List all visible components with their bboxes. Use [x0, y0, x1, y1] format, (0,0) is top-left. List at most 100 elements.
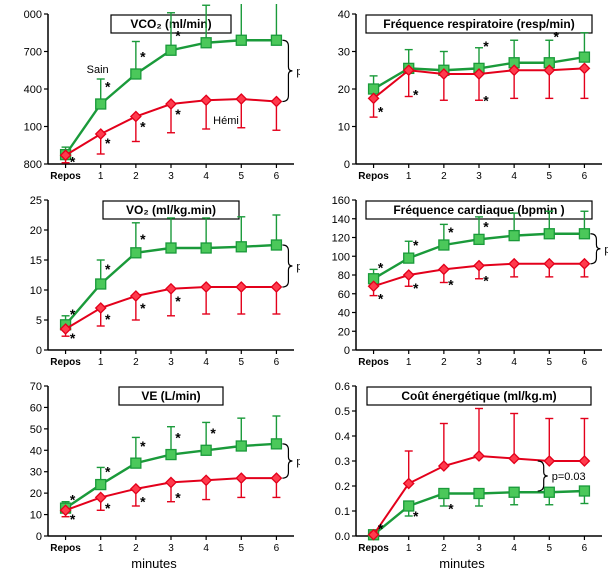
svg-text:*: *	[70, 492, 76, 508]
svg-text:Fréquence cardiaque (bpmin ): Fréquence cardiaque (bpmin )	[393, 203, 564, 217]
svg-text:*: *	[448, 276, 454, 292]
svg-text:*: *	[483, 273, 489, 289]
svg-text:100: 100	[24, 122, 42, 134]
svg-text:3: 3	[476, 543, 482, 554]
svg-text:*: *	[140, 49, 146, 65]
svg-text:120: 120	[332, 233, 350, 245]
svg-text:0: 0	[344, 159, 350, 171]
svg-text:*: *	[70, 154, 76, 170]
svg-text:5: 5	[547, 171, 553, 182]
svg-text:70: 70	[30, 381, 42, 393]
svg-text:p=0.003: p=0.003	[296, 261, 300, 273]
svg-text:4: 4	[511, 171, 517, 182]
svg-text:*: *	[175, 429, 181, 445]
xaxis-label-left: minutes	[4, 556, 304, 571]
svg-text:*: *	[448, 224, 454, 240]
svg-text:1: 1	[98, 543, 104, 554]
svg-text:Coût énergétique (ml/kg.m): Coût énergétique (ml/kg.m)	[401, 389, 556, 403]
panel-cout: 0.00.10.20.30.40.50.6Repos123456Coût éne…	[312, 376, 608, 558]
svg-text:*: *	[378, 260, 384, 276]
svg-text:6: 6	[582, 171, 588, 182]
svg-text:5: 5	[239, 171, 245, 182]
svg-text:4: 4	[203, 357, 209, 368]
svg-text:Repos: Repos	[358, 357, 389, 368]
svg-text:3: 3	[168, 543, 174, 554]
svg-text:40: 40	[30, 445, 42, 457]
svg-text:2: 2	[441, 357, 447, 368]
svg-text:*: *	[378, 290, 384, 306]
svg-text:10: 10	[338, 122, 350, 134]
svg-text:1: 1	[406, 171, 412, 182]
svg-text:*: *	[105, 261, 111, 277]
svg-text:2: 2	[133, 543, 139, 554]
svg-text:5: 5	[547, 357, 553, 368]
svg-text:*: *	[105, 135, 111, 151]
svg-text:3: 3	[168, 171, 174, 182]
svg-text:0.2: 0.2	[335, 481, 350, 493]
svg-text:80: 80	[338, 270, 350, 282]
svg-text:0.5: 0.5	[335, 406, 350, 418]
svg-text:*: *	[140, 300, 146, 316]
svg-text:p=0.008: p=0.008	[296, 66, 300, 78]
svg-text:*: *	[483, 38, 489, 54]
svg-text:Repos: Repos	[358, 543, 389, 554]
svg-text:2: 2	[133, 171, 139, 182]
svg-text:*: *	[413, 280, 419, 296]
svg-text:VE (L/min): VE (L/min)	[141, 389, 200, 403]
svg-text:60: 60	[30, 402, 42, 414]
svg-text:10: 10	[30, 510, 42, 522]
svg-text:0: 0	[36, 345, 42, 357]
svg-text:*: *	[105, 500, 111, 516]
svg-text:p=0.03: p=0.03	[552, 471, 586, 483]
svg-text:*: *	[378, 521, 384, 537]
svg-text:*: *	[175, 106, 181, 122]
svg-text:*: *	[175, 27, 181, 43]
svg-text:4: 4	[511, 357, 517, 368]
svg-text:5: 5	[239, 357, 245, 368]
svg-text:100: 100	[332, 251, 350, 263]
svg-text:*: *	[70, 330, 76, 346]
svg-text:p=0.02: p=0.02	[296, 456, 300, 468]
svg-text:6: 6	[274, 171, 280, 182]
svg-text:20: 20	[30, 488, 42, 500]
svg-text:1: 1	[98, 171, 104, 182]
svg-text:4: 4	[203, 171, 209, 182]
svg-text:160: 160	[332, 195, 350, 207]
svg-text:VO₂ (ml/kg.min): VO₂ (ml/kg.min)	[126, 203, 216, 217]
svg-text:4: 4	[203, 543, 209, 554]
svg-text:40: 40	[338, 9, 350, 21]
svg-text:20: 20	[338, 326, 350, 338]
svg-text:Repos: Repos	[50, 171, 81, 182]
svg-text:0.1: 0.1	[335, 506, 350, 518]
svg-text:60: 60	[338, 289, 350, 301]
svg-text:50: 50	[30, 424, 42, 436]
svg-text:400: 400	[24, 84, 42, 96]
svg-text:5: 5	[239, 543, 245, 554]
svg-text:*: *	[413, 87, 419, 103]
svg-text:20: 20	[338, 84, 350, 96]
svg-text:0: 0	[344, 345, 350, 357]
svg-text:*: *	[105, 311, 111, 327]
svg-text:Hémi: Hémi	[213, 115, 239, 127]
svg-text:1: 1	[406, 357, 412, 368]
svg-text:*: *	[175, 489, 181, 505]
svg-text:30: 30	[338, 47, 350, 59]
svg-text:6: 6	[274, 357, 280, 368]
svg-text:6: 6	[274, 543, 280, 554]
svg-text:800: 800	[24, 159, 42, 171]
svg-text:*: *	[483, 218, 489, 234]
svg-text:*: *	[378, 104, 384, 120]
svg-text:*: *	[175, 293, 181, 309]
svg-text:*: *	[554, 29, 560, 45]
svg-text:15: 15	[30, 255, 42, 267]
svg-text:*: *	[448, 501, 454, 517]
panel-freq_resp: 010203040Repos123456Fréquence respiratoi…	[312, 4, 608, 186]
svg-text:*: *	[105, 79, 111, 95]
svg-text:3: 3	[476, 171, 482, 182]
xaxis-label-right: minutes	[312, 556, 608, 571]
svg-text:*: *	[140, 231, 146, 247]
svg-text:3: 3	[476, 357, 482, 368]
svg-text:5: 5	[36, 315, 42, 327]
svg-text:*: *	[140, 119, 146, 135]
svg-text:*: *	[413, 237, 419, 253]
